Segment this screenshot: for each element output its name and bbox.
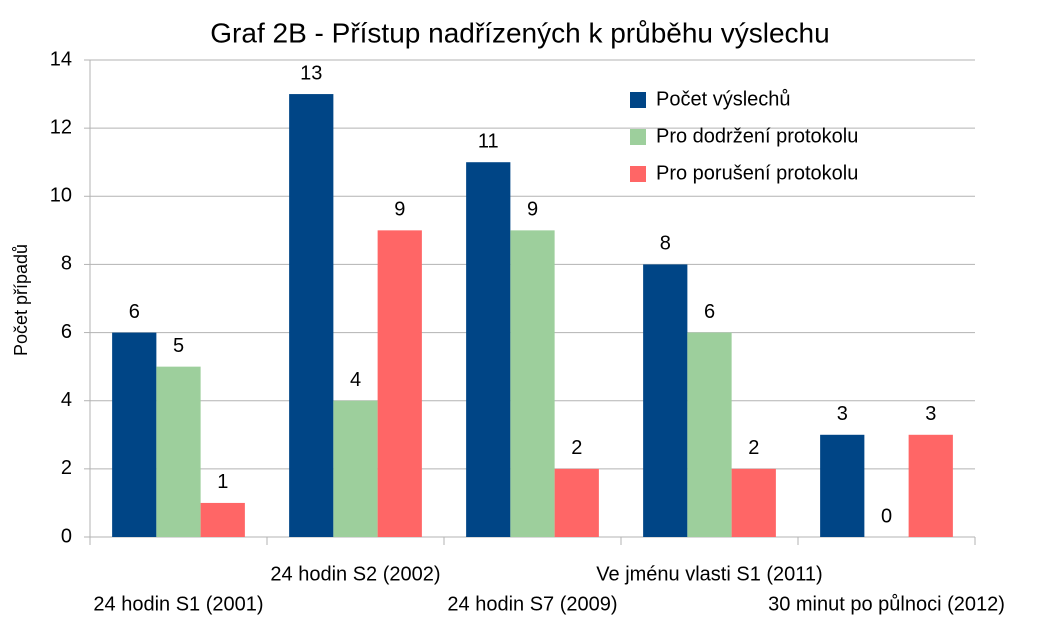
value-label: 2 [748,437,759,459]
legend-swatch [630,129,646,145]
bar [643,264,688,537]
bar [731,468,776,537]
bar [377,230,422,537]
value-label: 9 [394,199,405,221]
value-label: 13 [300,62,322,84]
value-label: 0 [881,505,892,527]
bar [156,366,201,537]
bar [687,332,732,537]
y-tick-label: 10 [50,185,72,207]
value-label: 9 [527,199,538,221]
value-label: 3 [837,403,848,425]
bar [333,400,378,537]
bar [820,434,865,537]
value-label: 4 [350,369,361,391]
legend-swatch [630,166,646,182]
value-label: 5 [173,335,184,357]
y-tick-label: 2 [61,457,72,479]
value-label: 2 [571,437,582,459]
legend-label: Pro dodržení protokolu [656,125,858,147]
bar [112,332,157,537]
bar [510,230,555,537]
x-tick-label: 24 hodin S7 (2009) [447,593,617,615]
bar [289,94,334,538]
x-tick-label: 24 hodin S1 (2001) [93,593,263,615]
y-tick-label: 4 [61,389,72,411]
value-label: 3 [925,403,936,425]
value-label: 6 [704,301,715,323]
y-axis-label: Počet případů [11,244,31,356]
y-tick-label: 14 [50,48,72,70]
legend-label: Pro porušení protokolu [656,162,858,184]
y-tick-label: 12 [50,116,72,138]
bar [466,162,511,537]
y-tick-label: 0 [61,525,72,547]
x-tick-label: 30 minut po půlnoci (2012) [768,593,1005,615]
x-tick-label: 24 hodin S2 (2002) [270,563,440,585]
value-label: 6 [129,301,140,323]
bar [908,434,953,537]
legend-swatch [630,92,646,108]
value-label: 1 [217,471,228,493]
chart-title: Graf 2B - Přístup nadřízených k průběhu … [210,17,829,48]
value-label: 8 [660,233,671,255]
x-tick-label: Ve jménu vlasti S1 (2011) [596,563,822,585]
legend-label: Počet výslechů [656,88,791,110]
y-tick-label: 8 [61,253,72,275]
bar [200,502,245,537]
value-label: 11 [478,130,499,152]
bar [554,468,599,537]
y-tick-label: 6 [61,321,72,343]
